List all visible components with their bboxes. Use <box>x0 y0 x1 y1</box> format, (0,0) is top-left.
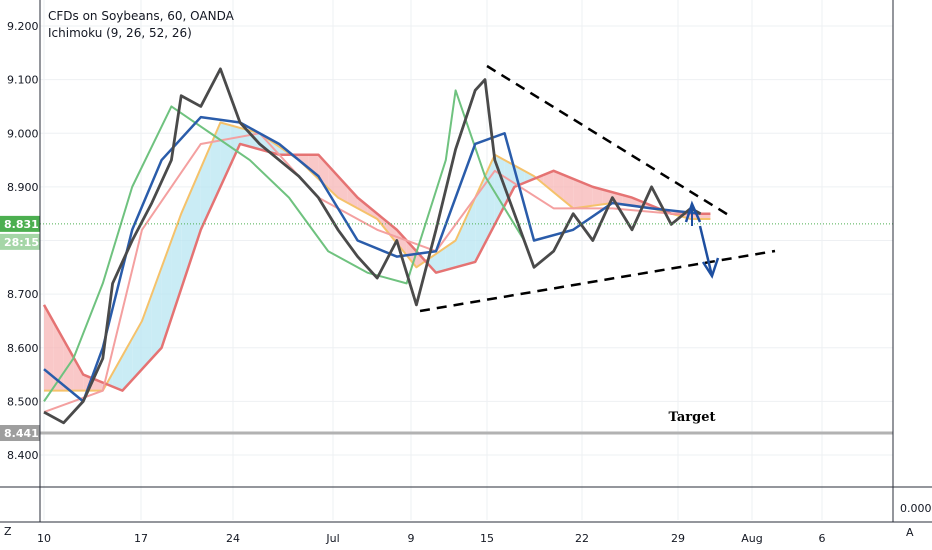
base-line <box>43 132 701 414</box>
target-price-badge <box>0 425 40 442</box>
down-arrow-icon <box>701 257 720 279</box>
y-tick-label: 8.700 <box>7 288 39 301</box>
cloud-segment <box>142 294 152 370</box>
cloud-segment <box>485 154 495 244</box>
cloud-segment <box>347 186 358 209</box>
cloud-segment <box>93 378 103 391</box>
x-tick-label: 17 <box>134 532 148 545</box>
cloud-segment <box>455 219 466 268</box>
corner-left-label: Z <box>4 525 12 538</box>
cloud-segment <box>445 240 456 270</box>
down-arrow-stem <box>698 225 714 277</box>
upper-trendline <box>486 64 731 218</box>
countdown-badge <box>0 233 40 250</box>
countdown-label: 28:15 <box>4 236 39 249</box>
cloud-segment <box>553 170 564 201</box>
cloud-segment <box>426 253 436 273</box>
x-tick-label: 24 <box>226 532 240 545</box>
x-tick-label: 10 <box>37 532 51 545</box>
y-tick-label: 9.100 <box>7 74 39 87</box>
x-tick-label: Jul <box>325 532 339 545</box>
indicator-lines <box>42 67 711 425</box>
lower-trendline <box>419 249 776 313</box>
leading-span-b-line <box>42 142 711 392</box>
cloud-segment <box>122 338 133 391</box>
y-tick-label: 9.200 <box>7 20 39 33</box>
cloud-segment <box>357 197 368 214</box>
x-tick-label: 9 <box>408 532 415 545</box>
trend-overlays: Target 8.831 28:15 8.441 <box>0 64 893 442</box>
cloud-segment <box>73 357 84 391</box>
current-price-badge <box>0 215 40 232</box>
y-tick-label: 8.900 <box>7 181 39 194</box>
y-tick-label: 9.000 <box>7 127 39 140</box>
cloud-segment <box>171 213 182 319</box>
y-tick-label: 8.400 <box>7 449 39 462</box>
cloud-segment <box>563 174 574 209</box>
cloud-segment <box>44 304 54 391</box>
cloud-segment <box>700 213 711 220</box>
cloud-segment <box>592 186 603 206</box>
lagging-span-line <box>43 89 526 402</box>
symbol-title: CFDs on Soybeans, 60, OANDA <box>48 9 234 23</box>
cloud-segment <box>230 125 240 166</box>
y-tick-label: 8.600 <box>7 342 39 355</box>
cloud-segment <box>200 145 211 230</box>
x-tick-label: 29 <box>671 532 685 545</box>
y-tick-label: 8.500 <box>7 395 39 408</box>
corner-right-label: A <box>906 526 914 539</box>
indicator-title: Ichimoku (9, 26, 52, 26) <box>48 26 192 40</box>
cloud-segment <box>112 355 123 391</box>
cloud-segment <box>396 229 407 256</box>
target-price-label: 8.441 <box>4 427 39 440</box>
target-label: Target <box>668 410 715 425</box>
cloud-segment <box>210 122 221 209</box>
axes <box>0 0 932 523</box>
x-tick-label: 6 <box>819 532 826 545</box>
conversion-line <box>43 115 701 403</box>
x-tick-label: 15 <box>480 532 494 545</box>
x-tick-label: Aug <box>741 532 762 545</box>
x-tick-label: 22 <box>575 532 589 545</box>
current-price-label: 8.831 <box>4 218 39 231</box>
cloud-segment <box>475 176 485 262</box>
cloud-segment <box>543 170 554 193</box>
cloud-segment <box>387 221 397 244</box>
cloud-segment <box>53 322 64 391</box>
cloud-segment <box>436 247 446 273</box>
cloud-segment <box>583 182 593 207</box>
chart-legend: CFDs on Soybeans, 60, OANDA Ichimoku (9,… <box>48 8 234 42</box>
cloud-segment <box>161 240 172 348</box>
oscillator-tick-label: 0.000 <box>900 502 932 515</box>
price-line <box>43 67 702 425</box>
cloud-segment <box>573 178 583 209</box>
cloud-segment <box>338 176 348 203</box>
axis-labels: 9.200 9.100 9.000 8.900 8.700 8.600 8.500 8.400… <box>4 20 932 545</box>
